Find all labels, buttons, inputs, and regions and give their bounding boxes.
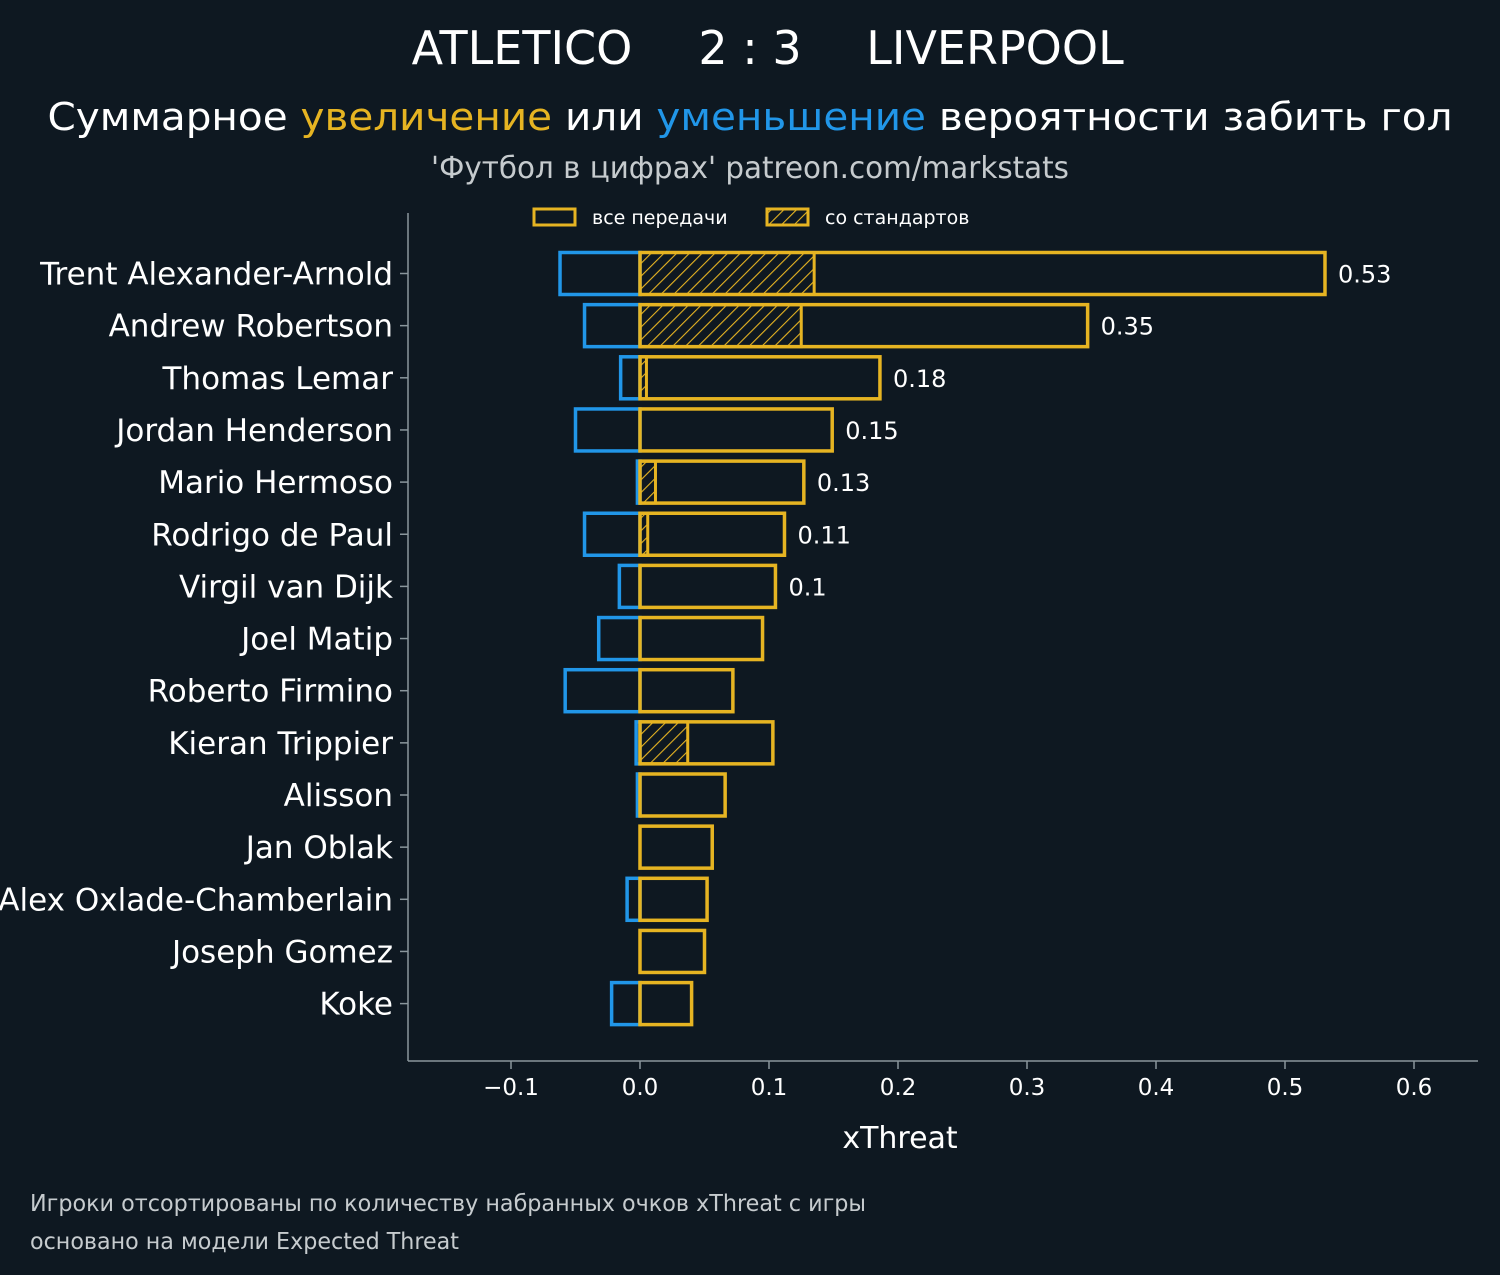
y-tick-label: Alisson [284,778,393,814]
bar-decrease [625,876,642,923]
y-tick-label: Andrew Robertson [109,309,393,345]
chart-title-home: ATLETICO [412,21,633,75]
y-tick-label: Virgil van Dijk [179,569,393,605]
x-tick-label: 0.4 [1138,1075,1175,1101]
x-tick-label: 0.5 [1267,1075,1304,1101]
footer-note-1: Игроки отсортированы по количеству набра… [30,1191,866,1217]
bar-set-pieces [638,720,690,766]
y-tick-label: Rodrigo de Paul [151,517,393,553]
bar-all-passes [638,563,778,610]
y-tick-label: Joseph Gomez [170,934,393,970]
bar-value-label: 0.18 [893,365,946,393]
x-tick-label: 0.6 [1396,1075,1433,1101]
bar-all-passes [638,355,882,401]
bar-decrease [558,250,642,297]
bar-set-pieces [638,251,816,296]
bar-all-passes [638,407,834,453]
bar-all-passes [638,302,1090,349]
legend-swatch-all-passes [532,207,577,227]
y-tick-label: Alex Oxlade-Chamberlain [0,882,393,918]
y-tick-label: Trent Alexander-Arnold [39,257,393,293]
bar-all-passes [638,980,694,1027]
x-tick-label: 0.2 [880,1075,917,1101]
x-axis-label: xThreat [842,1121,958,1156]
legend-label-all-passes: все передачи [592,207,728,229]
chart-source: 'Футбол в цифрах' patreon.com/markstats [431,151,1069,186]
y-tick-label: Jordan Henderson [114,413,393,449]
y-tick-label: Thomas Lemar [162,361,394,397]
x-tick-label: 0.1 [751,1075,788,1101]
bar-all-passes [638,667,735,714]
bar-set-pieces [638,459,657,505]
y-tick-label: Roberto Firmino [148,674,393,710]
footer-note-2: основано на модели Expected Threat [30,1229,459,1255]
bar-decrease [582,302,642,349]
y-ticks: Trent Alexander-Arnold Andrew Robertson Th… [0,257,408,1023]
bar-decrease [618,355,642,401]
bar-value-label: 0.35 [1101,313,1154,341]
x-ticks: −0.1 0.0 0.1 0.2 0.3 0.4 0.5 0.6 [483,1061,1432,1101]
y-tick-label: Koke [319,987,393,1023]
y-tick-label: Jan Oblak [244,830,393,866]
x-tick-label: 0.3 [1009,1075,1046,1101]
y-tick-label: Kieran Trippier [168,726,393,762]
legend: все передачи со стандартов [532,207,969,229]
bar-decrease [582,511,642,557]
chart-subtitle: Суммарное увеличение или уменьшение веро… [48,95,1453,139]
bar-value-label: 0.11 [797,521,850,549]
bar-value-label: 0.1 [788,573,826,601]
bar-all-passes [638,928,707,975]
legend-swatch-set-pieces [765,207,810,227]
bar-decrease [573,407,642,453]
bar-all-passes [638,772,727,818]
bar-decrease [617,563,642,610]
y-tick-label: Joel Matip [239,622,393,658]
bar-value-label: 0.13 [817,469,870,497]
bar-all-passes [638,459,806,505]
x-tick-label: 0.0 [622,1075,659,1101]
y-tick-label: Mario Hermoso [158,465,393,501]
x-tick-label: −0.1 [483,1075,539,1101]
bar-all-passes [638,615,765,662]
bar-all-passes [638,824,714,870]
bar-decrease [596,615,642,662]
subtitle-part1: Суммарное [48,95,301,139]
bar-decrease [609,980,642,1027]
bar-value-label: 0.15 [845,417,898,445]
bar-value-label: 0.53 [1338,261,1391,289]
bar-all-passes [638,250,1327,297]
chart-title-away: LIVERPOOL [866,21,1124,75]
legend-label-set-pieces: со стандартов [825,207,969,229]
bar-decrease [563,667,642,714]
subtitle-part2: или [552,95,656,139]
subtitle-decrease: уменьшение [656,95,926,139]
bar-all-passes [638,876,709,923]
chart-title-score: 2 : 3 [698,21,801,75]
subtitle-increase: увеличение [301,95,553,139]
bar-all-passes [638,511,787,557]
subtitle-part3: вероятности забить гол [926,95,1453,139]
bars: 0.53 0.35 0.18 0.15 0.13 0.11 0.1 [558,250,1391,1027]
bar-all-passes [638,720,775,766]
bar-set-pieces [638,303,803,349]
